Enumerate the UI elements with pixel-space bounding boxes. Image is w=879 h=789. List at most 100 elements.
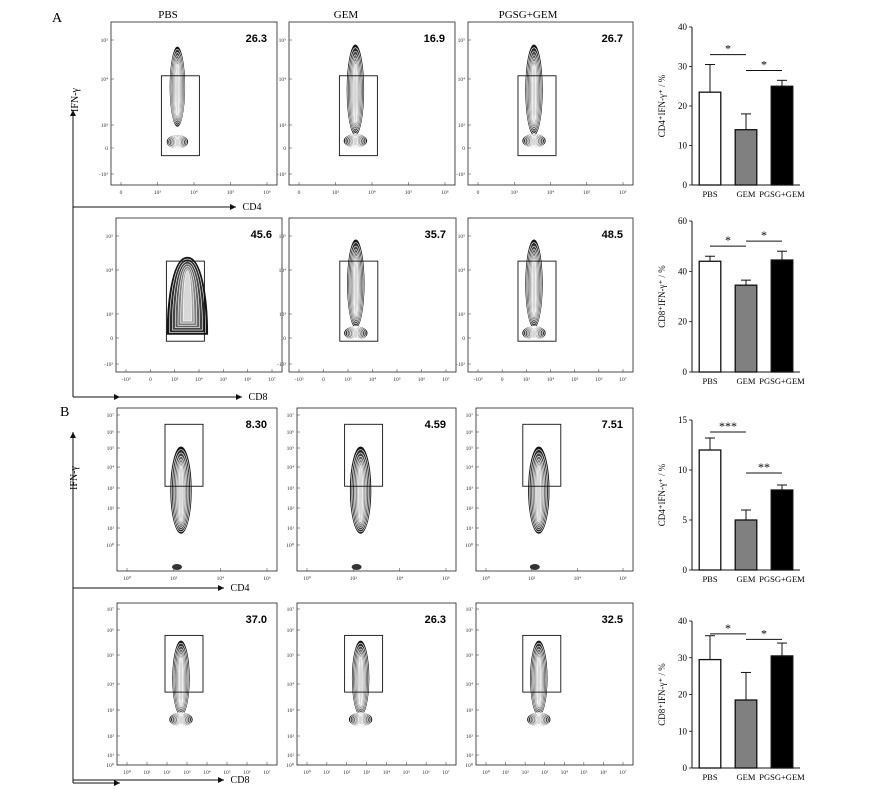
flow-plot-frame [117, 408, 277, 571]
gate-percentage: 4.59 [425, 419, 446, 431]
x-tick-label: 10⁵ [580, 770, 588, 776]
event-cluster [530, 564, 540, 570]
x-axis-marker-label: CD4 [231, 583, 250, 594]
y-tick-label: 10³ [466, 708, 474, 714]
bar-PGSG+GEM [771, 86, 793, 185]
bar-y-tick-label: 15 [678, 415, 688, 425]
y-tick-label: 10⁴ [466, 682, 474, 688]
y-tick-label: 10¹ [466, 753, 474, 759]
gate-percentage: 37.0 [246, 614, 267, 626]
x-tick-label: 10⁴ [561, 770, 569, 776]
bar-category-label: GEM [737, 189, 756, 199]
x-tick-label: 10⁷ [619, 770, 627, 776]
x-tick-label: 10³ [511, 190, 519, 196]
y-tick-label: 0 [110, 336, 113, 342]
x-tick-label: 10⁵ [393, 377, 401, 383]
contour-level [179, 465, 183, 521]
x-tick-label: 10⁵ [405, 190, 413, 196]
arrow-head-right [236, 394, 242, 400]
x-tick-label: 10⁴ [369, 377, 377, 383]
bar-y-tick-label: 0 [683, 763, 688, 773]
bar-y-tick-label: 40 [678, 616, 688, 626]
contour-level [354, 259, 358, 316]
panel-letter-A: A [52, 11, 63, 26]
y-tick-label: 10⁷ [466, 413, 474, 419]
y-axis-label: IFN-γ [69, 465, 80, 489]
gate-percentage: 7.51 [602, 419, 623, 431]
y-tick-label: 10⁷ [107, 413, 115, 419]
x-tick-label: 10¹ [323, 770, 331, 776]
x-tick-label: 10⁶ [600, 770, 608, 776]
y-tick-label: 10⁵ [466, 653, 474, 659]
bar-y-tick-label: 40 [678, 266, 688, 276]
contour-level [532, 329, 537, 338]
x-tick-label: 10⁶ [263, 190, 271, 196]
x-tick-label: 10⁶ [619, 576, 627, 582]
y-tick-label: 10⁶ [287, 628, 295, 634]
x-tick-label: 10⁰ [123, 575, 132, 582]
bar-y-tick-label: 30 [678, 62, 688, 72]
contour-level [532, 259, 536, 316]
y-tick-label: 0 [462, 336, 465, 342]
significance-label: ** [758, 460, 770, 474]
x-tick-label: 10² [528, 576, 536, 582]
bar-y-tick-label: 0 [683, 367, 688, 377]
y-tick-label: 10⁵ [107, 446, 115, 452]
x-tick-label: 10⁴ [217, 576, 225, 582]
y-tick-label: 10² [287, 734, 295, 740]
y-tick-label: 10⁵ [466, 446, 474, 452]
bar-category-label: GEM [737, 772, 756, 782]
y-tick-label: 10² [466, 506, 474, 512]
y-tick-label: 10⁵ [287, 653, 295, 659]
y-tick-label: -10³ [456, 172, 465, 178]
x-tick-label: 10⁶ [619, 190, 627, 196]
significance-label: * [761, 57, 767, 71]
gate-percentage: 26.7 [602, 33, 623, 45]
bar-y-tick-label: 20 [678, 317, 688, 327]
x-tick-label: 10⁶ [441, 190, 449, 196]
bar-category-label: PGSG+GEM [759, 574, 805, 584]
x-tick-label: 10⁵ [227, 190, 235, 196]
y-tick-label: 10⁴ [458, 268, 466, 274]
x-tick-label: 10⁶ [422, 770, 430, 776]
x-tick-label: 0 [298, 190, 301, 196]
bar-PGSG+GEM [771, 490, 793, 570]
flow-plot-A-0-2: 26.710⁵10⁴10³0-10³0 10³ 10⁴ 10⁵ 10⁶ [456, 22, 633, 196]
y-tick-label: 10² [107, 734, 115, 740]
y-tick-label: 10² [466, 734, 474, 740]
arrow-head-up [70, 432, 76, 438]
y-tick-label: 10⁴ [287, 465, 295, 471]
x-axis-marker-label: CD8 [249, 392, 268, 403]
contour-level [358, 465, 362, 521]
y-tick-label: 10⁰ [465, 542, 474, 549]
y-tick-label: 10⁵ [101, 38, 109, 44]
x-tick-label: 0 [501, 377, 504, 383]
y-tick-label: 10⁴ [287, 682, 295, 688]
x-tick-label: 10³ [183, 770, 191, 776]
bar-y-tick-label: 30 [678, 653, 688, 663]
x-tick-label: 10⁴ [547, 190, 555, 196]
x-tick-label: 10⁷ [442, 377, 450, 383]
bar-category-label: GEM [737, 376, 756, 386]
bar-PBS [699, 261, 721, 372]
x-tick-label: 10² [343, 770, 351, 776]
y-tick-label: -10³ [104, 362, 113, 368]
bar-y-tick-label: 60 [678, 216, 688, 226]
x-tick-label: 10⁴ [190, 190, 198, 196]
x-tick-label: 0 [477, 190, 480, 196]
y-tick-label: 10³ [107, 708, 115, 714]
y-tick-label: 10⁶ [287, 430, 295, 436]
bar-chart-0: 010203040CD4⁺IFN-γ⁺ / %PBS GEM PGSG+GEM** [657, 22, 805, 199]
gate-percentage: 26.3 [246, 33, 267, 45]
y-tick-label: 0 [105, 146, 108, 152]
flow-plot-B-1-2: 32.510⁷10⁶10⁵10⁴10³10²10¹10⁰10⁰ 10¹ 10² 10³… [465, 603, 633, 776]
flow-plot-B-0-1: 4.5910⁷10⁶10⁵10⁴10³10²10¹10⁰10⁰ 10² 10⁴ 10⁶ [286, 408, 456, 582]
significance-label: * [761, 228, 767, 242]
y-tick-label: 10¹ [466, 526, 474, 532]
y-tick-label: 10³ [466, 486, 474, 492]
x-tick-label: 10³ [344, 377, 352, 383]
bar-GEM [735, 700, 757, 768]
y-tick-label: 10⁴ [101, 77, 109, 83]
y-tick-label: 10⁷ [287, 413, 295, 419]
y-tick-label: 10⁷ [107, 607, 115, 613]
